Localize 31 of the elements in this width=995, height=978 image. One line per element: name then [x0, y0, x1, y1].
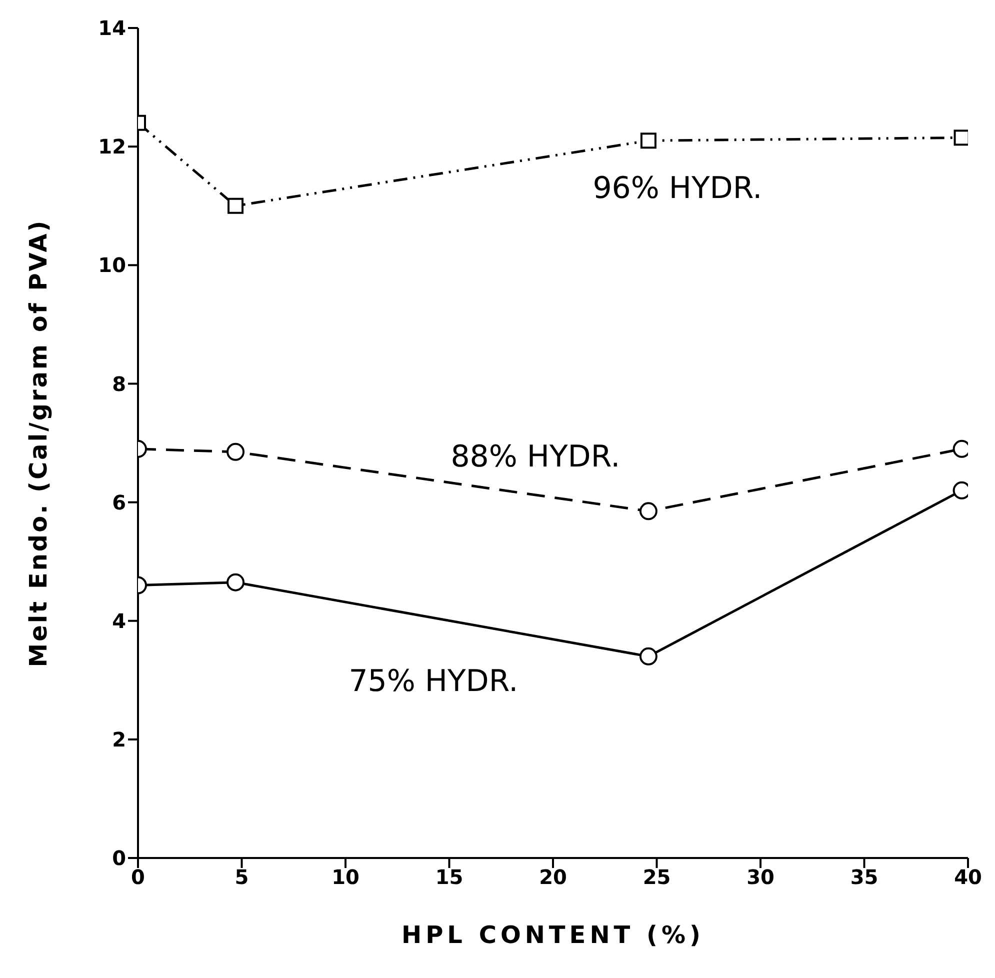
y-tick-label: 14 [98, 16, 126, 40]
point [226, 442, 245, 461]
x-tick-label: 0 [131, 865, 145, 890]
y-tick-label: 0 [112, 846, 126, 870]
x-tick-label: 25 [642, 865, 671, 890]
y-axis-title: Melt Endo. (Cal/gram of PVA) [24, 218, 53, 668]
x-tick-label: 15 [435, 865, 464, 890]
y-tick-label: 4 [112, 608, 126, 633]
x-tick-label: 20 [539, 865, 567, 890]
point [954, 130, 968, 146]
x-tick-label: 40 [954, 865, 982, 890]
point [228, 198, 244, 214]
x-axis-title: HPL CONTENT (%) [402, 921, 704, 949]
series-label: 88% HYDR. [450, 440, 620, 475]
y-tick-label: 2 [112, 728, 126, 752]
point [226, 573, 245, 592]
series-label: 75% HYDR. [348, 664, 518, 699]
y-tick-label: 10 [98, 253, 126, 278]
y-tick-label: 6 [112, 490, 126, 514]
point [640, 132, 656, 149]
x-tick-label: 30 [746, 865, 774, 890]
x-tick-label: 35 [850, 865, 878, 890]
x-tick-label: 5 [234, 865, 249, 890]
point [639, 647, 658, 666]
point [952, 481, 968, 500]
point [639, 502, 658, 520]
series-label: 96% HYDR. [592, 171, 762, 206]
x-tick-label: 10 [332, 865, 360, 890]
y-tick-label: 12 [98, 134, 126, 159]
y-tick-label: 8 [112, 372, 126, 396]
point [952, 440, 968, 458]
